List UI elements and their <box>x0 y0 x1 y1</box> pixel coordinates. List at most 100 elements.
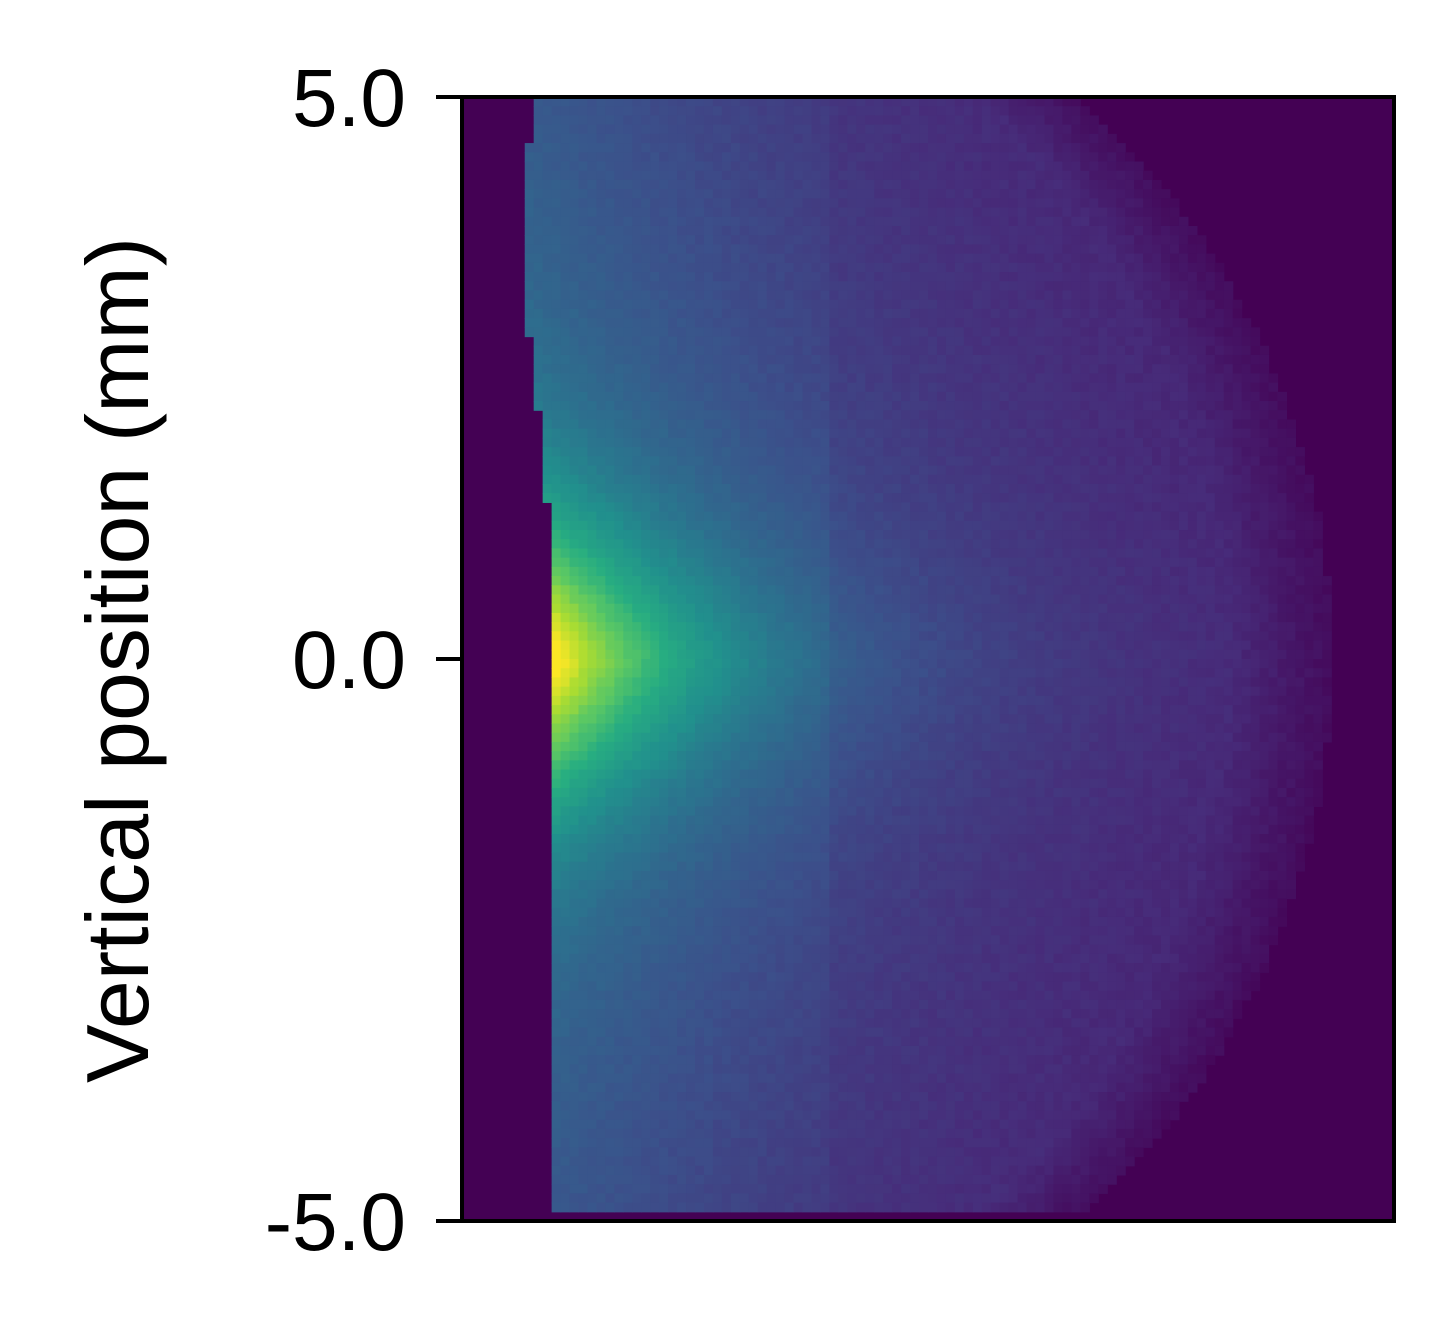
heatmap-cell <box>1313 520 1323 531</box>
heatmap-cell <box>1026 198 1037 209</box>
heatmap-cell <box>1286 456 1297 467</box>
heatmap-cell <box>1241 447 1252 457</box>
heatmap-cell <box>811 585 822 596</box>
heatmap-cell <box>605 318 615 328</box>
heatmap-cell <box>1169 483 1180 494</box>
heatmap-cell <box>578 262 589 273</box>
heatmap-cell <box>865 354 875 365</box>
heatmap-cell <box>1107 447 1117 457</box>
heatmap-cell <box>1035 327 1046 338</box>
heatmap-cell <box>1089 410 1099 421</box>
heatmap-cell <box>847 308 857 319</box>
heatmap-cell <box>757 483 768 494</box>
heatmap-cell <box>1161 336 1171 347</box>
heatmap-cell <box>1107 382 1117 393</box>
heatmap-cell <box>748 262 759 273</box>
heatmap-cell <box>730 428 741 439</box>
heatmap-cell <box>596 622 606 632</box>
heatmap-cell <box>757 253 768 264</box>
heatmap-cell <box>1214 612 1225 623</box>
heatmap-cell <box>865 391 875 402</box>
heatmap-cell <box>560 594 571 605</box>
heatmap-cell <box>695 557 705 568</box>
heatmap-cell <box>963 152 974 163</box>
heatmap-cell <box>856 511 866 522</box>
heatmap-cell <box>730 327 741 338</box>
heatmap-cell <box>712 520 723 531</box>
heatmap-cell <box>739 382 750 393</box>
heatmap-cell <box>892 520 902 531</box>
heatmap-cell <box>1268 456 1279 467</box>
heatmap-cell <box>730 557 741 568</box>
heatmap-cell <box>883 419 893 430</box>
heatmap-cell <box>999 447 1010 457</box>
heatmap-cell <box>1143 612 1153 623</box>
heatmap-cell <box>596 465 606 476</box>
heatmap-cell <box>820 612 831 623</box>
heatmap-cell <box>999 345 1010 356</box>
heatmap-cell <box>1134 401 1144 411</box>
heatmap-cell <box>677 539 687 550</box>
heatmap-cell <box>1268 465 1279 476</box>
heatmap-cell <box>748 576 759 586</box>
heatmap-cell <box>1089 170 1099 181</box>
heatmap-cell <box>963 511 974 522</box>
heatmap-cell <box>757 216 768 227</box>
heatmap-cell <box>560 364 571 374</box>
heatmap-cell <box>1080 235 1090 246</box>
heatmap-cell <box>1053 207 1064 218</box>
heatmap-cell <box>928 520 938 531</box>
heatmap-cell <box>892 649 902 660</box>
heatmap-cell <box>596 161 606 172</box>
heatmap-cell <box>1295 576 1305 586</box>
heatmap-cell <box>1098 548 1108 559</box>
heatmap-cell <box>945 603 956 614</box>
heatmap-cell <box>1134 603 1144 614</box>
heatmap-cell <box>901 631 911 642</box>
heatmap-cell <box>945 216 956 227</box>
heatmap-cell <box>1089 594 1099 605</box>
heatmap-cell <box>551 428 562 439</box>
heatmap-cell <box>999 631 1010 642</box>
heatmap-cell <box>1062 566 1072 577</box>
heatmap-cell <box>981 511 992 522</box>
heatmap-cell <box>1196 354 1207 365</box>
heatmap-cell <box>945 179 956 190</box>
heatmap-cell <box>1026 502 1037 513</box>
heatmap-cell <box>1053 649 1064 660</box>
heatmap-cell <box>874 262 884 273</box>
heatmap-cell <box>829 207 839 218</box>
heatmap-cell <box>910 576 920 586</box>
heatmap-cell <box>686 520 696 531</box>
heatmap-cell <box>1143 483 1153 494</box>
heatmap-cell <box>1241 373 1252 384</box>
heatmap-cell <box>910 198 920 209</box>
heatmap-cell <box>1169 235 1180 246</box>
heatmap-cell <box>578 539 589 550</box>
heatmap-cell <box>1035 576 1046 586</box>
heatmap-cell <box>551 576 562 586</box>
heatmap-cell <box>874 244 884 255</box>
heatmap-cell <box>892 447 902 457</box>
heatmap-cell <box>650 668 660 679</box>
heatmap-cell <box>650 483 660 494</box>
heatmap-cell <box>1035 382 1046 393</box>
heatmap-cell <box>1268 419 1279 430</box>
heatmap-cell <box>533 161 544 172</box>
heatmap-cell <box>614 456 624 467</box>
heatmap-cell <box>712 308 723 319</box>
heatmap-cell <box>703 262 714 273</box>
heatmap-cell <box>811 576 822 586</box>
heatmap-cell <box>695 235 705 246</box>
heatmap-cell <box>936 566 947 577</box>
heatmap-cell <box>1071 576 1081 586</box>
heatmap-cell <box>775 465 786 476</box>
heatmap-cell <box>1062 659 1072 669</box>
heatmap-cell <box>605 410 615 421</box>
heatmap-cell <box>919 207 929 218</box>
heatmap-cell <box>1187 354 1198 365</box>
heatmap-cell <box>668 198 678 209</box>
heatmap-cell <box>883 576 893 586</box>
heatmap-cell <box>981 308 992 319</box>
heatmap-cell <box>1295 456 1305 467</box>
